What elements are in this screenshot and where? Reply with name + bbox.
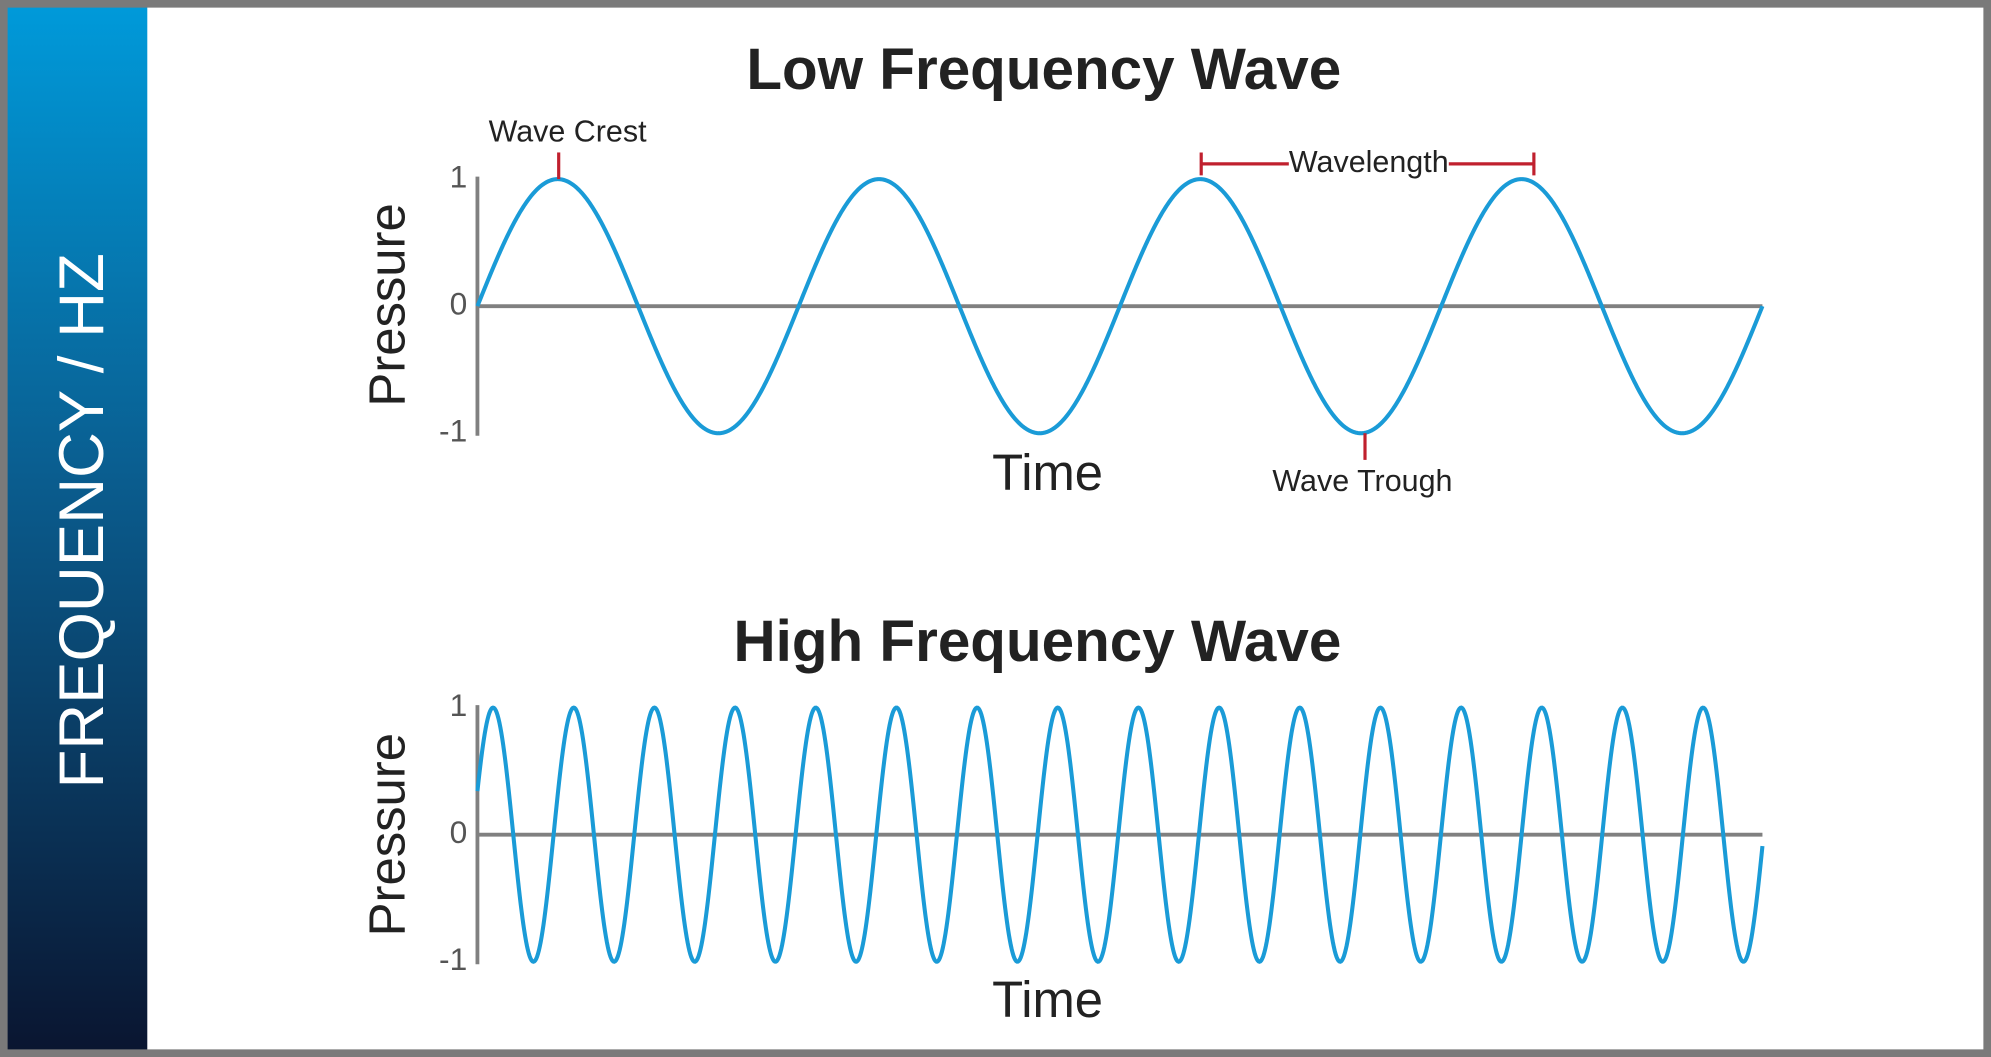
x-axis-label: Time bbox=[992, 444, 1103, 501]
x-axis-label: Time bbox=[992, 971, 1103, 1028]
y-tick-label: -1 bbox=[439, 413, 467, 449]
y-axis-label: Pressure bbox=[359, 203, 416, 406]
y-tick-label: 1 bbox=[450, 687, 468, 723]
tick-group: 1 0 -1 bbox=[439, 687, 467, 977]
tick-group: 1 0 -1 bbox=[439, 159, 467, 449]
wave bbox=[475, 705, 1765, 964]
sidebar-title: FREQUENCY / HZ bbox=[47, 253, 117, 788]
annotation: Wave Crest bbox=[489, 114, 648, 148]
annotation: Wave Trough bbox=[1272, 464, 1452, 498]
panel-title: High Frequency Wave bbox=[733, 609, 1341, 674]
sidebar bbox=[3, 3, 148, 1054]
y-tick-label: 1 bbox=[450, 159, 468, 195]
y-tick-label: 0 bbox=[450, 286, 468, 322]
annotation: Wavelength bbox=[1289, 145, 1449, 179]
y-tick-label: -1 bbox=[439, 941, 467, 977]
panel-title: Low Frequency Wave bbox=[746, 37, 1341, 102]
y-axis-label: Pressure bbox=[359, 733, 416, 936]
wavelength-bracket bbox=[1199, 152, 1536, 176]
y-tick-label: 0 bbox=[450, 814, 468, 850]
wave bbox=[475, 177, 1765, 436]
